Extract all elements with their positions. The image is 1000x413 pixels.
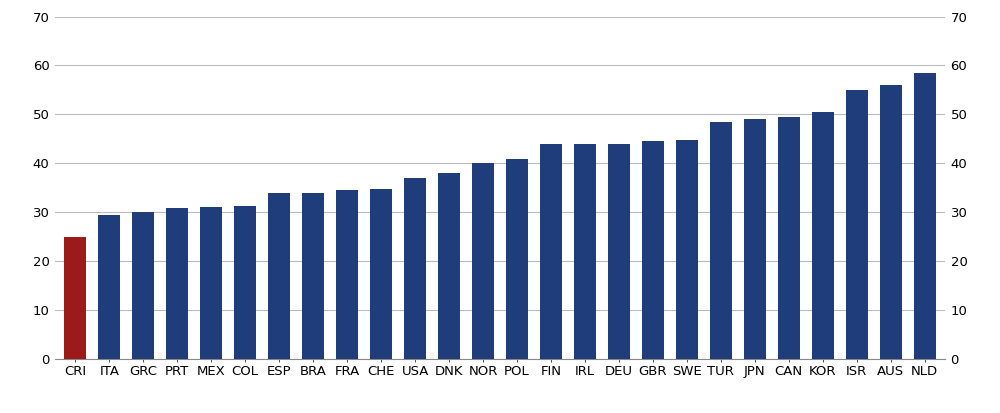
Bar	[846, 90, 868, 359]
Bar	[914, 73, 936, 359]
Bar	[472, 164, 494, 359]
Bar	[540, 144, 562, 359]
Bar	[370, 190, 392, 359]
Bar	[98, 215, 120, 359]
Bar	[200, 206, 222, 359]
Bar	[642, 141, 664, 359]
Bar	[132, 212, 154, 359]
Bar	[676, 140, 698, 359]
Bar	[166, 209, 188, 359]
Bar	[778, 117, 800, 359]
Bar	[880, 85, 902, 359]
Bar	[710, 122, 732, 359]
Bar	[574, 144, 596, 359]
Bar	[404, 178, 426, 359]
Bar	[506, 159, 528, 359]
Bar	[744, 119, 766, 359]
Bar	[608, 144, 630, 359]
Bar	[64, 237, 86, 359]
Bar	[234, 206, 256, 359]
Bar	[812, 112, 834, 359]
Bar	[336, 190, 358, 359]
Bar	[268, 193, 290, 359]
Bar	[302, 193, 324, 359]
Bar	[438, 173, 460, 359]
